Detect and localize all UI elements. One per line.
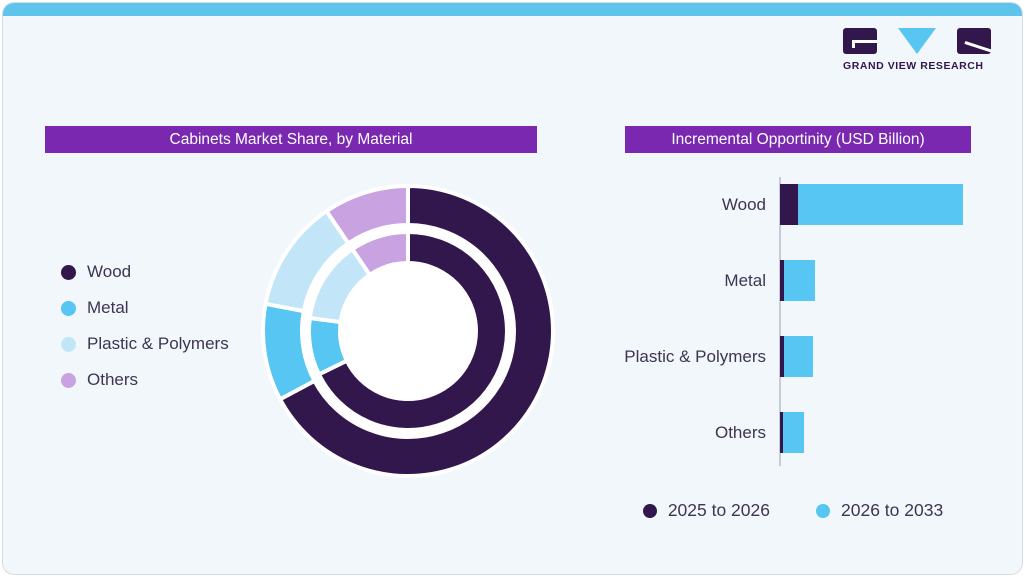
legend-label: Plastic & Polymers — [87, 334, 229, 353]
bar-segment-2026-2033 — [783, 336, 814, 377]
donut-segment-others — [350, 230, 410, 277]
legend-label: 2026 to 2033 — [841, 500, 944, 520]
gvr-logo-marks — [843, 27, 991, 54]
bar-row-plastic: Plastic & Polymers — [603, 336, 963, 377]
period-2-legend-swatch — [816, 503, 830, 518]
legend-item-2025-2026: 2025 to 2026 — [642, 500, 770, 521]
donut-chart — [258, 181, 558, 481]
legend-item-others: Others — [61, 370, 229, 390]
donut-chart-title: Cabinets Market Share, by Material — [45, 126, 537, 153]
bar-category-label: Plastic & Polymers — [624, 346, 766, 366]
logo-v-triangle-icon — [898, 27, 936, 54]
bar-segment-2025-2026 — [780, 336, 784, 377]
brand-name: GRAND VIEW RESEARCH — [843, 60, 984, 72]
bar-segment-2026-2033 — [782, 412, 805, 453]
legend-label: Others — [87, 370, 139, 389]
metal-legend-swatch — [61, 300, 76, 316]
plastic-legend-swatch — [61, 336, 76, 352]
bar-chart-axis-line — [779, 177, 781, 466]
donut-chart-svg — [261, 184, 555, 478]
bar-category-label: Wood — [721, 194, 766, 214]
donut-legend: Wood Metal Plastic & Polymers Others — [61, 262, 229, 390]
period-1-legend-swatch — [642, 503, 657, 518]
bar-segment-2025-2026 — [780, 260, 784, 301]
bar-segment-2025-2026 — [780, 184, 798, 225]
bar-segment-2026-2033 — [797, 184, 963, 225]
bar-chart-title: Incremental Opportinity (USD Billion) — [625, 126, 971, 153]
bar-segment-2025-2026 — [780, 412, 783, 453]
legend-item-plastic: Plastic & Polymers — [61, 334, 229, 354]
bar-category-label: Others — [714, 422, 766, 442]
logo-g-block-icon — [843, 27, 877, 54]
donut-segment-others — [324, 184, 410, 246]
bar-track — [780, 336, 814, 377]
gvr-logo: GRAND VIEW RESEARCH — [843, 27, 991, 72]
bar-segment-2026-2033 — [783, 260, 816, 301]
top-accent-bar — [3, 3, 1022, 16]
bar-chart: Wood Metal Plastic & Polymers Others — [603, 184, 963, 453]
bar-track — [780, 260, 816, 301]
bar-row-others: Others — [603, 412, 963, 453]
bar-row-wood: Wood — [603, 184, 963, 225]
legend-item-wood: Wood — [61, 262, 229, 282]
donut-segment-wood — [316, 230, 509, 432]
legend-item-metal: Metal — [61, 298, 229, 318]
bar-track — [780, 184, 963, 225]
wood-legend-swatch — [61, 264, 76, 280]
bar-track — [780, 412, 805, 453]
legend-label: Metal — [87, 298, 129, 317]
bar-category-label: Metal — [724, 270, 766, 290]
legend-label: 2025 to 2026 — [667, 500, 770, 520]
legend-item-2026-2033: 2026 to 2033 — [816, 500, 943, 521]
others-legend-swatch — [61, 372, 76, 388]
donut-segment-wood — [278, 184, 555, 478]
legend-label: Wood — [87, 262, 132, 281]
logo-r-block-icon — [957, 27, 991, 54]
bar-row-metal: Metal — [603, 260, 963, 301]
bar-chart-legend: 2025 to 2026 2026 to 2033 — [603, 500, 983, 521]
